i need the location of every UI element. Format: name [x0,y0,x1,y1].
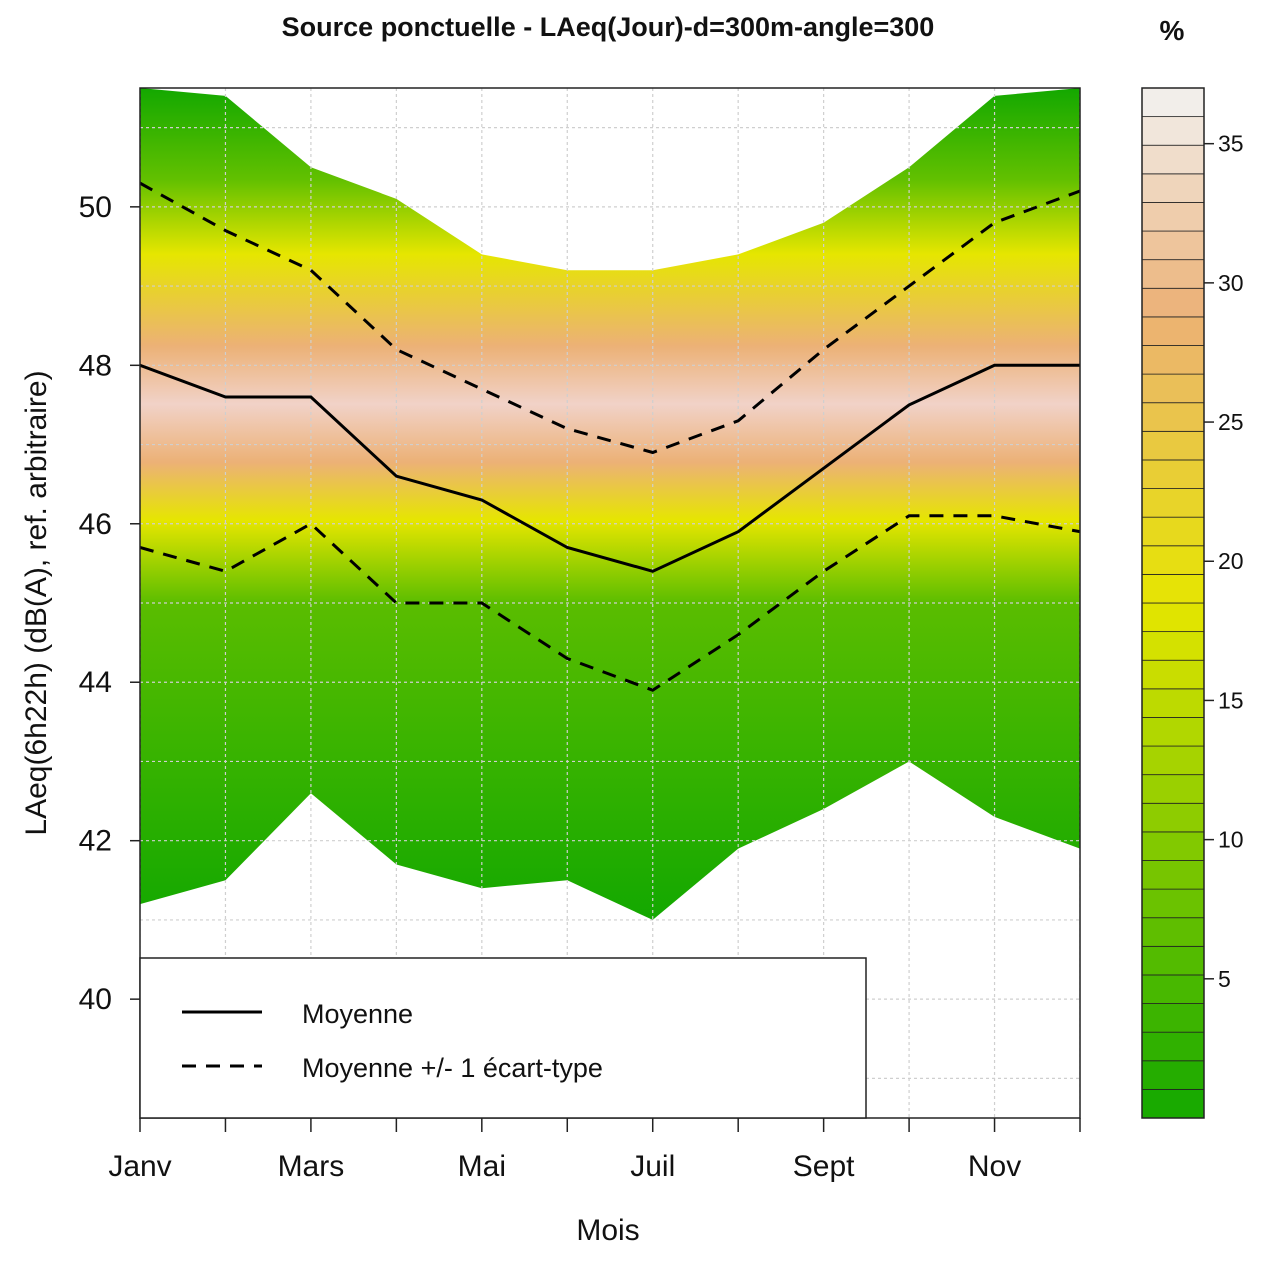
x-tick-label: Mars [278,1150,345,1183]
color-scale-band [1141,287,1205,318]
color-scale-band [1141,459,1205,489]
color-scale-band [1141,1060,1205,1090]
y-tick-label: 44 [79,666,112,699]
color-scale-tick-label: 5 [1218,966,1231,992]
color-scale-band [1141,974,1205,1004]
color-scale-tick-label: 10 [1218,827,1244,853]
y-tick-label: 50 [79,191,112,224]
series-line-mean [140,363,1080,573]
y-axis: 40 42 44 46 48 50 [79,191,140,1016]
x-tick-label: Janv [108,1150,171,1183]
legend-box [139,957,867,1119]
color-scale-ticks: 5 10 15 20 25 30 35 [1204,131,1244,992]
color-scale-band [1141,659,1205,690]
color-scale-band [1141,573,1205,604]
color-scale-band [1141,202,1205,232]
color-scale-tick-label: 15 [1218,687,1244,713]
y-tick-label: 48 [79,349,112,382]
color-scale-band [1141,516,1205,547]
series-line-upper [140,181,1080,455]
color-scale-tick-label: 35 [1218,131,1244,157]
color-scale-band [1141,717,1205,747]
color-scale-band [1141,774,1205,804]
density-area [140,88,1080,920]
y-tick-label: 46 [79,508,112,541]
y-tick-label: 42 [79,825,112,858]
y-axis-label: LAeq(6h22h) (dB(A), ref. arbitraire) [20,370,53,835]
color-scale-band [1141,831,1205,861]
color-scale-tick-label: 25 [1218,409,1244,435]
legend-label-mean: Moyenne [302,999,413,1029]
y-tick-label: 40 [79,983,112,1016]
color-scale-band [1141,116,1205,146]
x-axis: Janv Mars Mai Juil Sept Nov [108,1118,1081,1183]
x-tick-label: Sept [793,1150,855,1183]
color-scale-band [1141,173,1205,203]
color-scale-tick-label: 20 [1218,548,1244,574]
color-scale-band [1141,688,1205,718]
color-scale-band [1141,1088,1205,1119]
color-scale-band [1141,345,1205,375]
color-scale-band [1141,745,1205,776]
color-scale-band [1141,373,1205,404]
x-axis-label: Mois [576,1214,639,1247]
color-scale-bands [1141,87,1205,1119]
x-tick-label: Mai [458,1150,506,1183]
color-scale-band [1141,917,1205,947]
color-scale-band [1141,631,1205,661]
color-scale-band [1141,945,1205,976]
color-scale-band [1141,488,1205,518]
chart-title: Source ponctuelle - LAeq(Jour)-d=300m-an… [282,12,935,42]
color-scale-band [1141,430,1205,461]
color-scale-band [1141,402,1205,432]
color-scale-band [1141,144,1205,175]
color-scale-title: % [1160,15,1185,46]
color-scale-band [1141,259,1205,289]
color-scale-band [1141,860,1205,890]
color-scale-band [1141,888,1205,919]
legend: Moyenne Moyenne +/- 1 écart-type [139,957,867,1119]
color-scale-band [1141,316,1205,346]
series-line-lower [140,514,1080,692]
color-scale-band [1141,602,1205,633]
color-scale-band [1141,87,1205,118]
color-scale-band [1141,1003,1205,1033]
x-tick-label: Juil [630,1150,675,1183]
color-scale: 5 10 15 20 25 30 35 % [1141,15,1244,1119]
color-scale-band [1141,545,1205,575]
color-scale-tick-label: 30 [1218,270,1244,296]
legend-label-std: Moyenne +/- 1 écart-type [302,1053,603,1083]
color-scale-band [1141,230,1205,261]
color-scale-band [1141,1031,1205,1062]
color-scale-band [1141,802,1205,833]
x-tick-label: Nov [968,1150,1021,1183]
color-scale-frame [1141,87,1205,1119]
